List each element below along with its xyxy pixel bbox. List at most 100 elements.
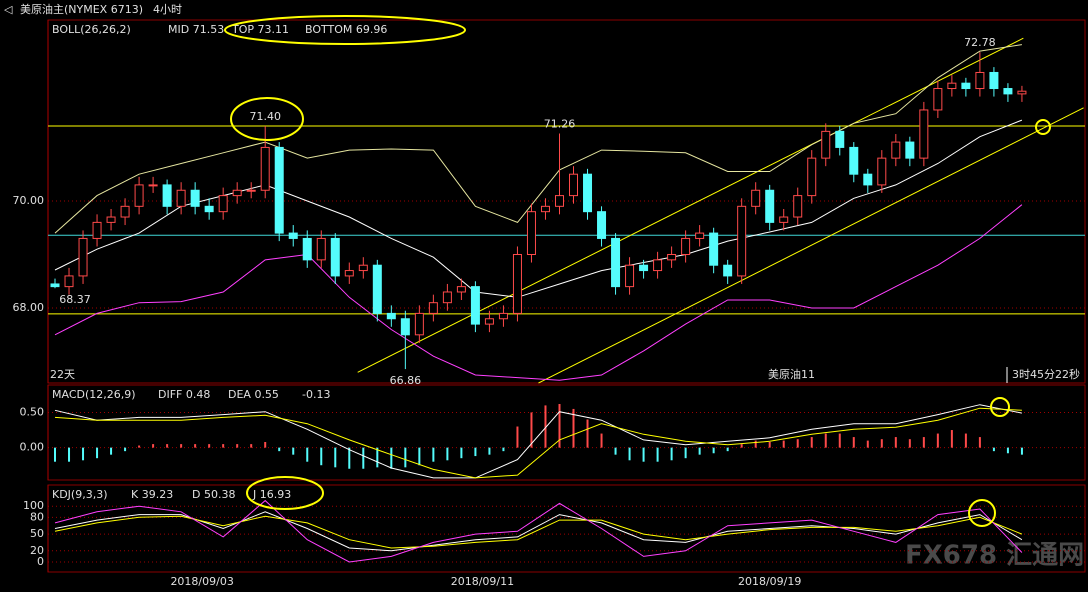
y-tick-label: 68.00 xyxy=(13,301,45,314)
candle-body xyxy=(78,237,88,277)
x-tick-label: 2018/09/11 xyxy=(451,575,514,588)
candle-body xyxy=(947,82,957,90)
candle-body xyxy=(218,195,228,213)
indicator-line xyxy=(54,204,1023,381)
indicator-line xyxy=(54,119,1023,298)
candle-body xyxy=(667,254,677,261)
highlight-circle xyxy=(968,499,996,527)
candle-body xyxy=(821,130,831,159)
candle-body xyxy=(681,237,691,256)
y-tick-label: 20 xyxy=(30,544,44,557)
candle-body xyxy=(611,237,621,288)
plot-layer: 68.00 70.00 BOLL(26,26,2) MID 71.53 TOP 73.1… xyxy=(13,19,1086,588)
candle-body xyxy=(583,173,593,213)
legend-entry: TOP 73.11 xyxy=(231,23,289,36)
highlights xyxy=(224,15,1051,527)
candle-body xyxy=(765,189,775,223)
price-annotation: 72.78 xyxy=(964,36,996,49)
indicator-line xyxy=(54,404,1022,479)
candle-body xyxy=(723,264,733,277)
legend-entry: D 50.38 xyxy=(192,488,235,501)
candle-body xyxy=(779,216,789,223)
candle-body xyxy=(891,141,901,159)
indicator-line xyxy=(54,44,1022,234)
candle-body xyxy=(386,312,396,320)
legend-entry: DEA 0.55 xyxy=(228,388,279,401)
candle-body xyxy=(877,157,887,186)
candle-body xyxy=(540,205,550,213)
candle-body xyxy=(162,184,172,207)
candle-body xyxy=(134,184,144,207)
candle-body xyxy=(148,184,158,187)
watermark: FX678 汇通网 xyxy=(905,541,1084,571)
candle-body xyxy=(288,232,298,239)
highlight-ellipse xyxy=(224,15,466,45)
candle-body xyxy=(260,146,270,191)
candle-body xyxy=(176,189,186,207)
header-period[interactable]: 4小时 xyxy=(153,3,182,16)
y-tick-label: 70.00 xyxy=(13,194,45,207)
highlight-ellipse xyxy=(230,97,304,141)
candle-body xyxy=(512,254,522,314)
legend-entry: K 39.23 xyxy=(131,488,173,501)
y-tick-label: 100 xyxy=(23,499,44,512)
candle-body xyxy=(190,189,200,207)
panel-note: 美原油11 xyxy=(768,367,815,381)
trend-line xyxy=(538,107,1084,384)
indicator-line xyxy=(54,515,1023,549)
candle-body xyxy=(569,173,579,197)
candle-body xyxy=(905,141,915,159)
candle-body xyxy=(372,264,382,314)
candle-body xyxy=(807,157,817,197)
candle-body xyxy=(933,88,943,111)
candle-body xyxy=(414,312,424,336)
candle-body xyxy=(751,189,761,207)
header-title: 美原油主(NYMEX 6713) xyxy=(20,2,143,16)
highlight-circle xyxy=(1035,119,1051,135)
y-tick-label: 0.50 xyxy=(20,405,45,418)
legend-entry: BOLL(26,26,2) xyxy=(52,23,131,36)
candle-body xyxy=(989,71,999,90)
legend-entry: DIFF 0.48 xyxy=(158,388,210,401)
candle-body xyxy=(793,195,803,218)
candle-body xyxy=(316,237,326,261)
candle-body xyxy=(653,259,663,272)
highlight-ellipse xyxy=(246,476,324,510)
candle-body xyxy=(470,286,480,325)
candle-body xyxy=(639,264,649,272)
y-tick-label: 80 xyxy=(30,510,44,523)
candle-body xyxy=(204,205,214,213)
candle-body xyxy=(120,205,130,218)
candle-body xyxy=(232,189,242,197)
candle-body xyxy=(330,237,340,277)
candle-body xyxy=(625,264,635,288)
indicator-line xyxy=(54,407,1022,479)
candle-body xyxy=(554,195,564,207)
candle-body xyxy=(737,205,747,277)
candle-body xyxy=(597,211,607,239)
header-icon[interactable]: ◁ xyxy=(4,3,13,16)
legend-entry: BOTTOM 69.96 xyxy=(305,23,387,36)
indicator-line xyxy=(54,511,1023,552)
y-tick-label: 0 xyxy=(37,555,44,568)
candle-body xyxy=(344,270,354,277)
legend-entry: J 16.93 xyxy=(252,488,291,501)
candle-body xyxy=(1003,88,1013,95)
candle-body xyxy=(961,82,971,90)
legend-entry: -0.13 xyxy=(302,388,330,401)
candle-body xyxy=(526,211,536,256)
candle-body xyxy=(106,216,116,223)
highlight-circle xyxy=(990,397,1010,417)
candle-body xyxy=(400,318,410,336)
legend-entry: MID 71.53 xyxy=(168,23,224,36)
candle-body xyxy=(442,291,452,304)
price-annotation: 68.37 xyxy=(59,293,91,306)
candle-body xyxy=(302,237,312,261)
candle-body xyxy=(498,312,508,320)
candle-body xyxy=(835,130,845,148)
candle-body xyxy=(428,302,438,314)
y-tick-label: 50 xyxy=(30,527,44,540)
legend-entry: KDJ(9,3,3) xyxy=(52,488,108,501)
